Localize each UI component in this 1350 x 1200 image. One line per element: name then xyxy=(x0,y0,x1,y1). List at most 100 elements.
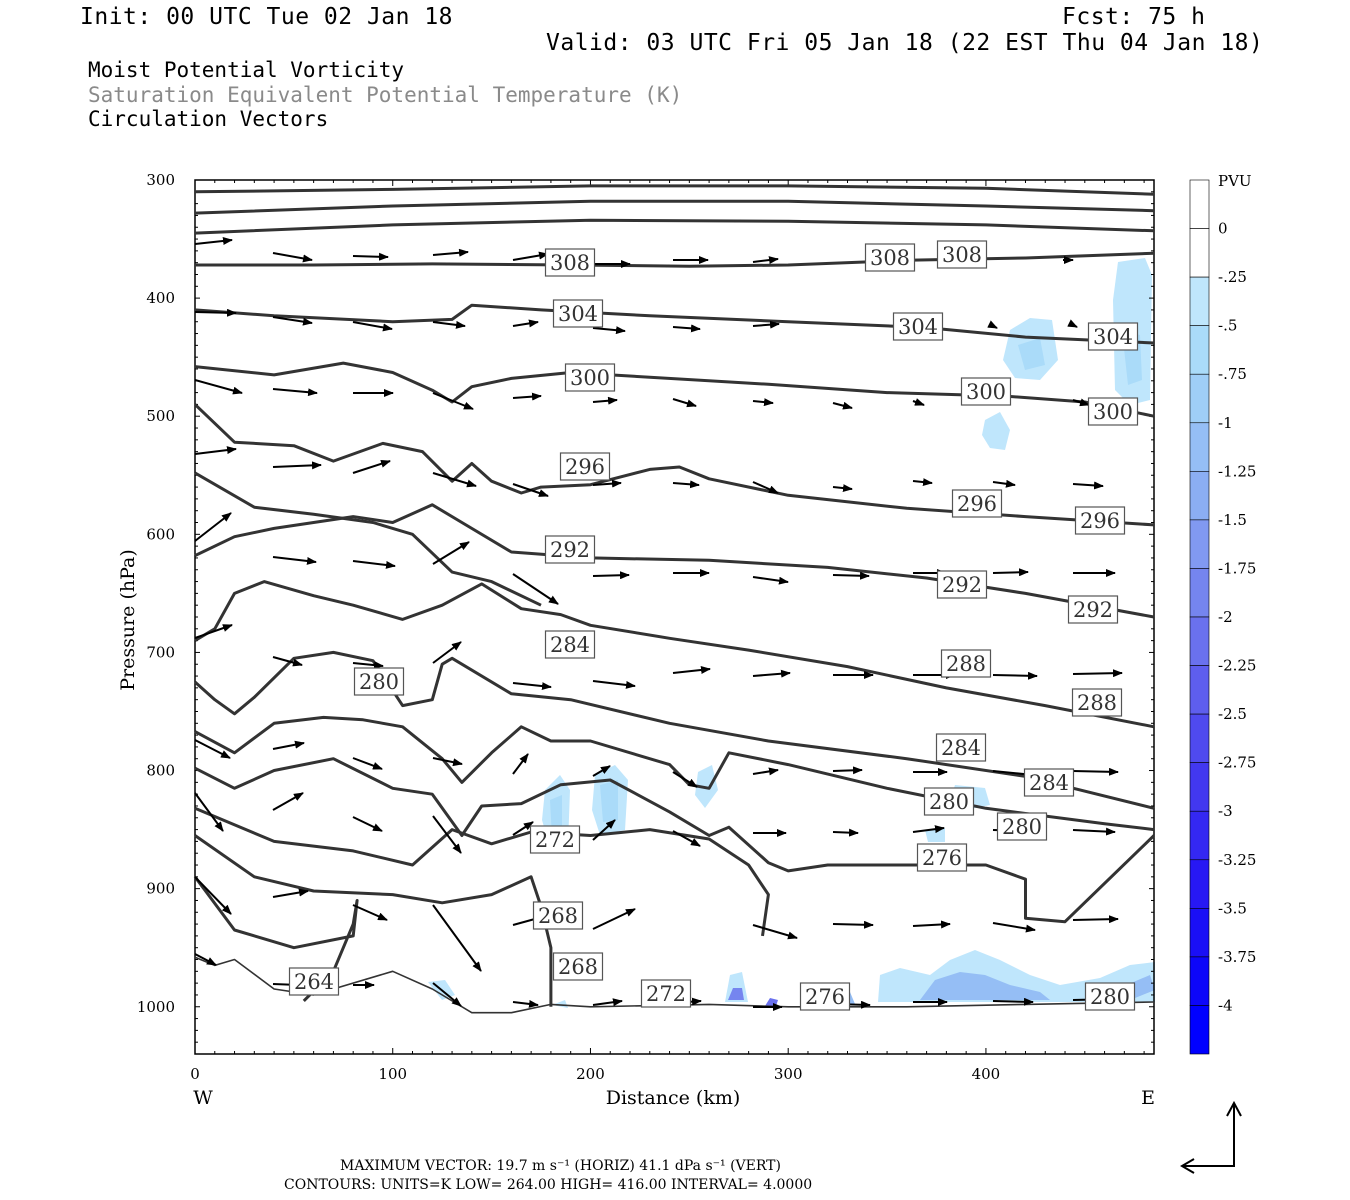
circulation-vector xyxy=(352,560,396,569)
contour-label: 280 xyxy=(359,670,399,694)
contour-label-box xyxy=(1087,322,1139,351)
contour-label-box xyxy=(288,967,340,996)
circulation-vector xyxy=(432,248,469,257)
circulation-vector xyxy=(592,998,623,1007)
contour-line xyxy=(193,403,1155,527)
colorbar-label: -2.75 xyxy=(1218,754,1256,772)
colorbar-label: -.25 xyxy=(1218,268,1247,286)
colorbar-label: -2.25 xyxy=(1218,657,1256,675)
circulation-vector xyxy=(832,401,853,410)
contour-label: 264 xyxy=(294,970,334,994)
colorbar-swatch xyxy=(1189,179,1210,229)
circulation-vector xyxy=(432,320,466,329)
circulation-vector xyxy=(672,771,698,788)
x-axis-ticks: 0 100 200 300 400 xyxy=(190,180,1145,1083)
circulation-vector xyxy=(432,904,482,972)
circulation-vector xyxy=(272,461,322,470)
colorbar-swatch xyxy=(1189,471,1210,521)
circulation-vector xyxy=(992,922,1036,933)
colorbar-label: -1 xyxy=(1218,414,1233,432)
colorbar-label: -.5 xyxy=(1218,317,1237,335)
colorbar-swatch xyxy=(1189,908,1210,958)
contour-label-box xyxy=(640,979,692,1008)
y-tick-label: 800 xyxy=(146,762,175,780)
contour-label: 268 xyxy=(538,904,578,928)
x-tick-label: 400 xyxy=(972,1065,1001,1083)
contour-label: 280 xyxy=(1002,815,1042,839)
circulation-vector xyxy=(512,753,529,775)
contour-label: 300 xyxy=(570,366,610,390)
contour-label: 268 xyxy=(558,955,598,979)
circulation-vector xyxy=(432,541,470,565)
y-tick-label: 600 xyxy=(146,525,175,543)
x-tick-label: 300 xyxy=(774,1065,803,1083)
circulation-vector xyxy=(832,920,874,929)
circulation-vector xyxy=(352,661,384,670)
circulation-vector xyxy=(352,757,383,770)
contour-line xyxy=(194,184,1155,196)
contour-label: 292 xyxy=(1073,598,1113,622)
contour-label-box xyxy=(996,812,1048,841)
circulation-vector xyxy=(432,392,474,410)
circulation-vector xyxy=(1072,398,1090,407)
contour-label: 272 xyxy=(535,828,575,852)
circulation-vector xyxy=(752,256,779,265)
contour-label-box xyxy=(1087,397,1139,426)
colorbar-swatch xyxy=(1189,956,1210,1006)
circulation-vector xyxy=(352,321,393,332)
circulation-vector xyxy=(512,573,559,605)
circulation-vector xyxy=(512,999,539,1008)
circulation-vector xyxy=(752,669,791,678)
y-tick-label: 300 xyxy=(146,171,175,189)
circulation-vector xyxy=(352,252,389,261)
circulation-vector xyxy=(512,392,542,401)
contour-label-box xyxy=(564,363,616,392)
circulation-vector xyxy=(272,888,309,898)
circulation-vector xyxy=(752,576,789,585)
circulation-vector xyxy=(912,398,925,406)
circulation-vector xyxy=(194,446,237,455)
contour-label-box xyxy=(532,901,584,930)
circulation-vector xyxy=(194,739,231,759)
circulation-vector xyxy=(194,379,243,395)
contour-label-box xyxy=(951,489,1003,518)
contour-label-box xyxy=(935,733,987,762)
colorbar-label: -.75 xyxy=(1218,365,1247,383)
circulation-vector xyxy=(272,252,313,263)
circulation-vector xyxy=(592,326,626,335)
colorbar-label: -3.5 xyxy=(1218,899,1247,917)
colorbar-label: -2 xyxy=(1218,608,1233,626)
circulation-vector xyxy=(512,319,539,328)
contour-label-box xyxy=(799,982,851,1011)
contour-label-box xyxy=(864,243,916,272)
circulation-vector xyxy=(194,308,237,317)
circulation-vector xyxy=(272,316,313,326)
circulation-vector xyxy=(432,982,462,1007)
x-tick-label: 100 xyxy=(378,1065,407,1083)
circulation-vector xyxy=(912,920,951,929)
colorbar-swatch xyxy=(1189,810,1210,861)
contour-label: 292 xyxy=(550,538,590,562)
contour-label: 292 xyxy=(942,573,982,597)
circulation-vector xyxy=(672,398,697,408)
contour-label-box xyxy=(544,630,596,659)
circulation-vector xyxy=(992,671,1038,680)
circulation-vector xyxy=(992,568,1029,577)
contour-label-box xyxy=(892,312,944,341)
contour-line xyxy=(194,834,553,1007)
circulation-vector xyxy=(592,571,630,580)
contour-label: 272 xyxy=(646,982,686,1006)
contour-label: 308 xyxy=(870,246,910,270)
contour-label: 300 xyxy=(1093,400,1133,424)
contour-label-box xyxy=(1023,768,1075,797)
circulation-vector xyxy=(272,656,303,667)
circulation-vector xyxy=(272,740,305,750)
circulation-vector xyxy=(1072,767,1119,776)
colorbar-swatch xyxy=(1189,1005,1210,1055)
circulation-vector xyxy=(1067,319,1078,328)
contour-line xyxy=(194,199,1155,215)
plot-frame xyxy=(194,179,1155,1055)
circulation-vector xyxy=(194,236,233,245)
colorbar-label: -3 xyxy=(1218,802,1233,820)
